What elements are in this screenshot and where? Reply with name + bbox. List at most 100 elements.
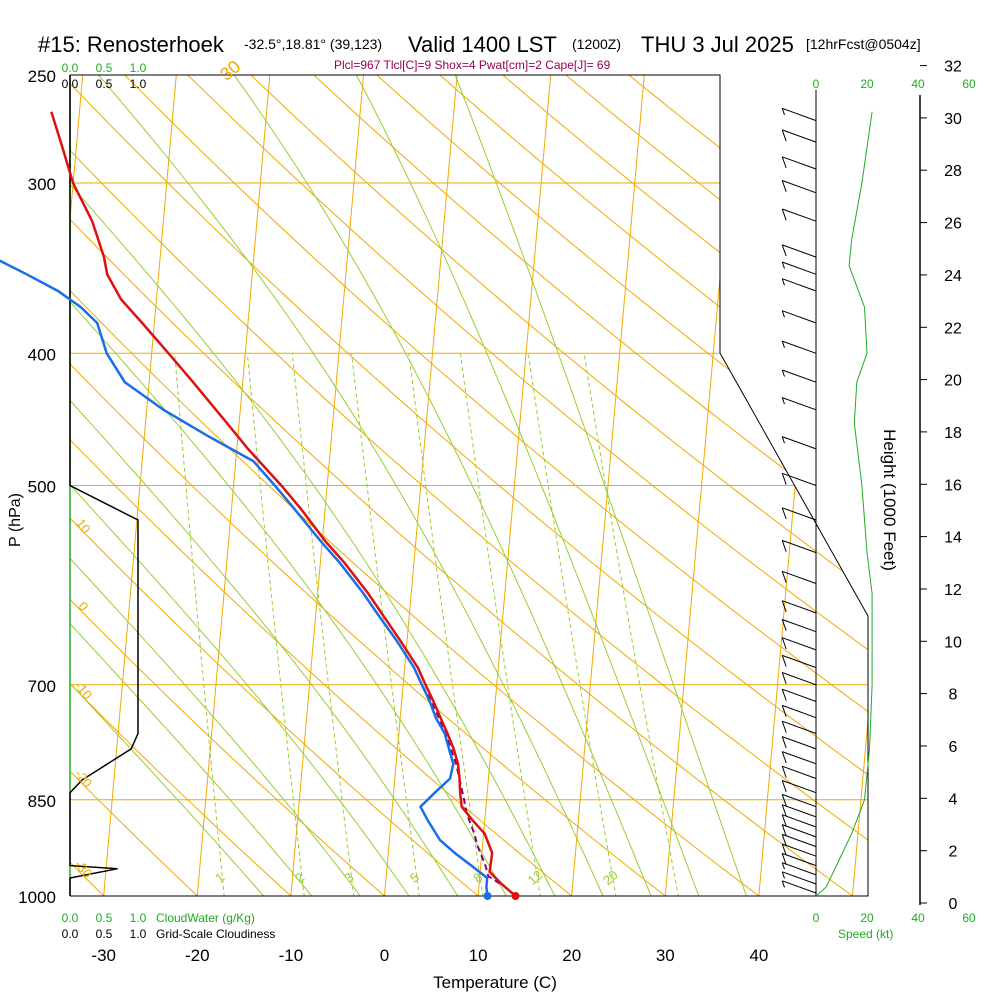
height-tick-label: 30 bbox=[944, 111, 962, 128]
forecast-run: [12hrFcst@0504z] bbox=[806, 36, 921, 52]
cloudwater-tick-label: 0.5 bbox=[96, 911, 113, 925]
wind-barb-flag bbox=[781, 736, 787, 749]
zulu-time: (1200Z) bbox=[572, 36, 622, 52]
wind-barb bbox=[781, 208, 817, 222]
wind-barb-shaft bbox=[782, 654, 817, 669]
x-axis-label: Temperature (C) bbox=[433, 973, 557, 992]
cloudiness-tick-label: 0.0 bbox=[62, 927, 79, 941]
parcel-profile-line bbox=[421, 684, 517, 897]
wind-barb bbox=[781, 780, 817, 794]
cloudwater-tick-label: 0.5 bbox=[96, 61, 113, 75]
wind-barb bbox=[781, 600, 817, 614]
height-tick-label: 12 bbox=[944, 582, 962, 599]
mixing-ratio-line bbox=[246, 353, 308, 896]
mixing-ratio-label: 2 bbox=[292, 869, 307, 885]
isotherm-line bbox=[568, 75, 645, 896]
wind-barb-flag bbox=[781, 780, 787, 792]
pressure-tick-label: 300 bbox=[28, 175, 56, 194]
wind-barb-shaft bbox=[782, 824, 817, 838]
moist-adiabat-line bbox=[233, 75, 664, 896]
moist-adiabat-line bbox=[70, 75, 336, 896]
wind-barb bbox=[781, 720, 817, 734]
wind-barb bbox=[781, 852, 817, 867]
wind-barb bbox=[781, 369, 817, 383]
wind-barb-flag bbox=[781, 340, 785, 348]
wind-barb-shaft bbox=[782, 852, 817, 867]
dry-adiabat-line bbox=[70, 75, 514, 896]
isotherm-line bbox=[287, 75, 364, 896]
dewpoint-profile-line bbox=[0, 259, 489, 897]
wind-barb-flag bbox=[781, 571, 787, 583]
wind-barb-flag bbox=[781, 208, 787, 221]
wind-barb-shaft bbox=[782, 619, 817, 633]
wind-barb-flag bbox=[781, 619, 787, 631]
mixing-ratio-label: 5 bbox=[407, 869, 422, 885]
wind-barb-shaft bbox=[782, 436, 817, 450]
cloudiness-profile-line bbox=[69, 75, 139, 896]
moist-adiabat-line bbox=[98, 75, 617, 896]
moist-adiabat-line bbox=[70, 75, 523, 896]
isotherm-line bbox=[100, 75, 177, 896]
height-tick-label: 24 bbox=[944, 268, 962, 285]
dry-adiabat-line bbox=[628, 75, 868, 896]
y-axis-label: P (hPa) bbox=[7, 493, 24, 547]
wind-barb-shaft bbox=[782, 833, 817, 848]
dry-adiabat-label: 0 bbox=[75, 599, 91, 614]
wind-barb-shaft bbox=[782, 208, 817, 222]
wind-barb bbox=[781, 843, 817, 857]
plot-frame bbox=[70, 74, 869, 897]
mixing-ratio-line bbox=[459, 353, 546, 896]
wind-barb bbox=[781, 570, 817, 584]
forecast-date: THU 3 Jul 2025 bbox=[641, 32, 794, 57]
wind-barb-flag bbox=[781, 804, 787, 817]
dry-adiabat-line bbox=[250, 75, 868, 896]
dry-adiabat-label: 10 bbox=[73, 516, 94, 537]
wind-speed-tick-label: 20 bbox=[860, 77, 874, 91]
wind-speed-tick-label: 0 bbox=[813, 77, 820, 91]
height-tick-label: 8 bbox=[949, 687, 958, 704]
wind-barb-shaft bbox=[782, 672, 817, 686]
x-tick-label: 20 bbox=[562, 946, 581, 965]
wind-barb-flag bbox=[781, 540, 787, 552]
height-tick-label: 28 bbox=[944, 163, 962, 180]
x-tick-label: 10 bbox=[469, 946, 488, 965]
dry-adiabat-line bbox=[70, 75, 419, 896]
cloudwater-tick-label: 0.0 bbox=[62, 61, 79, 75]
wind-barb-flag bbox=[781, 721, 787, 733]
dry-adiabat-line bbox=[70, 75, 609, 896]
wind-barb-shaft bbox=[782, 310, 817, 324]
mixing-ratio-line bbox=[351, 353, 424, 896]
dry-adiabat-line bbox=[70, 75, 868, 896]
wind-barb-flag bbox=[781, 751, 787, 764]
height-tick-label: 26 bbox=[944, 216, 962, 233]
wind-barb-shaft bbox=[782, 780, 817, 794]
cloudiness-tick-label: 1.0 bbox=[130, 927, 147, 941]
cloudwater-axis-label: CloudWater (g/Kg) bbox=[156, 911, 255, 925]
wind-barb bbox=[781, 539, 817, 554]
cloudiness-tick-label: 0.5 bbox=[96, 77, 113, 91]
isotherm-line bbox=[381, 75, 458, 896]
station-coords: -32.5°,18.81° (39,123) bbox=[244, 36, 383, 52]
wind-barb-flag bbox=[781, 834, 787, 846]
wind-barb bbox=[781, 751, 817, 765]
wind-barb-shaft bbox=[782, 180, 817, 194]
wind-barb-flag bbox=[781, 156, 787, 169]
wind-barb-shaft bbox=[782, 751, 817, 765]
wind-speed-axis-label: Speed (kt) bbox=[838, 927, 893, 941]
wind-barb-flag bbox=[781, 473, 787, 485]
wind-speed-tick-label: 60 bbox=[962, 77, 976, 91]
dry-adiabat-line bbox=[502, 75, 868, 896]
wind-barb bbox=[781, 397, 817, 411]
cloudiness-tick-label: 1.0 bbox=[130, 77, 147, 91]
height-tick-label: 2 bbox=[949, 844, 958, 861]
valid-time: Valid 1400 LST bbox=[408, 32, 557, 57]
isotherm-line bbox=[849, 75, 868, 896]
wind-barb bbox=[781, 619, 817, 633]
dry-adiabat-line bbox=[70, 75, 798, 896]
mixing-ratio-label: 1 bbox=[212, 869, 227, 885]
wind-barb-flag bbox=[781, 129, 787, 142]
wind-barb-shaft bbox=[782, 507, 817, 521]
wind-barb-flag bbox=[781, 278, 785, 286]
dry-adiabat-line bbox=[70, 75, 324, 896]
x-tick-label: -30 bbox=[91, 946, 116, 965]
